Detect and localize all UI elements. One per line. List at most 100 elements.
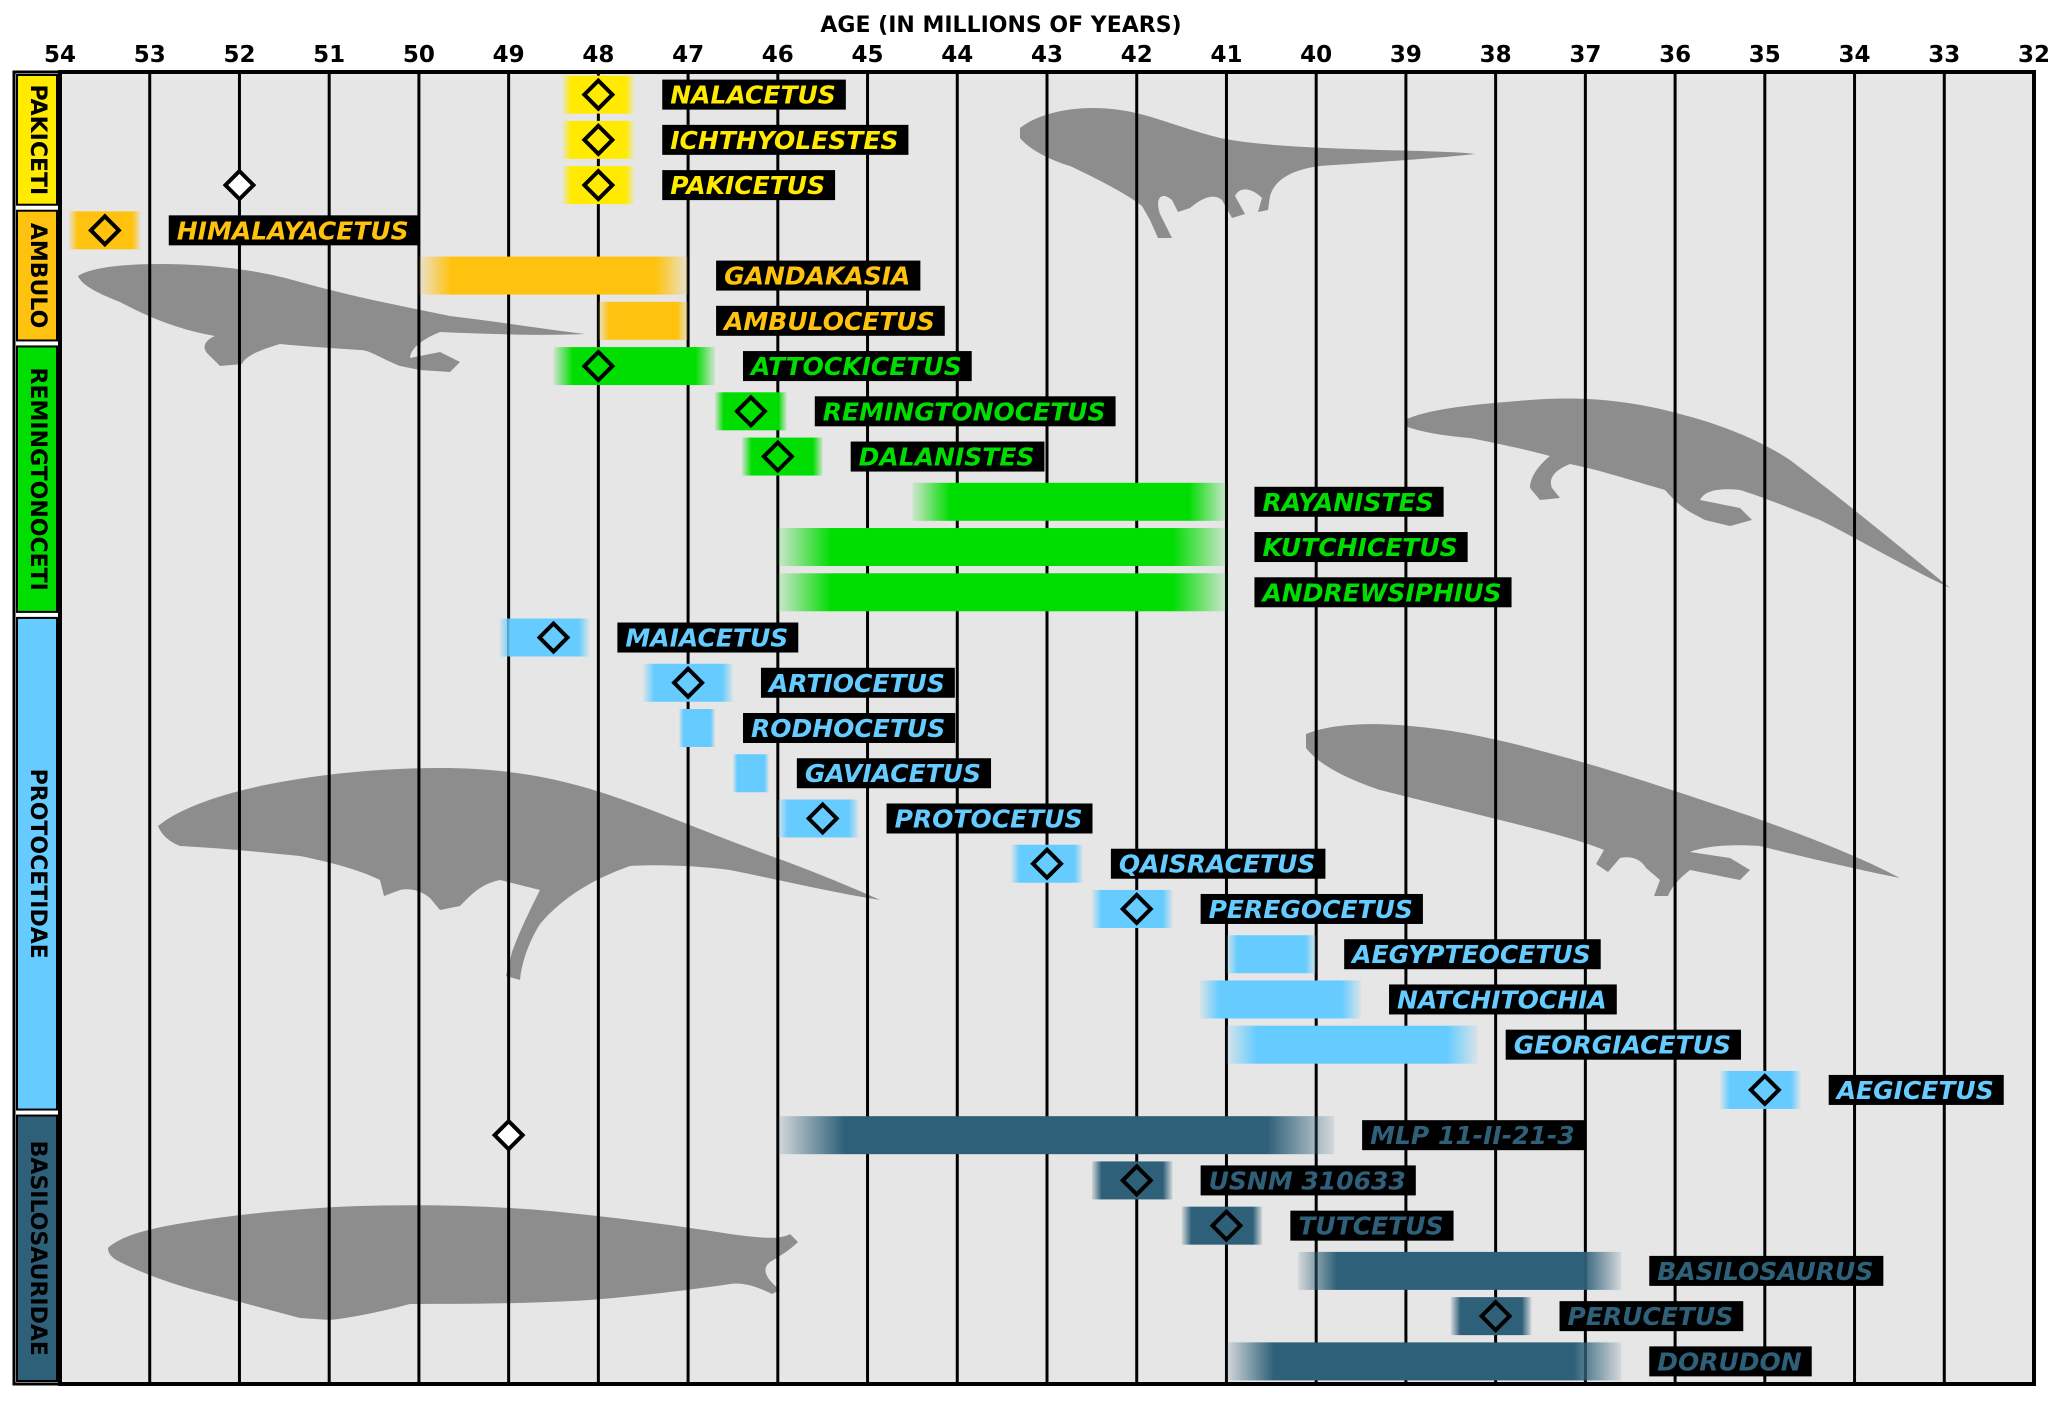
occurrence-diamond (581, 123, 616, 157)
pakicetus-silhouette (1020, 108, 1475, 238)
x-axis-title: AGE (IN MILLIONS OF YEARS) (820, 13, 1181, 38)
taxon-label: ANDREWSIPHIUS (1260, 578, 1501, 607)
taxon-label: ATTOCKICETUS (749, 352, 962, 381)
taxon-label: ARTIOCETUS (767, 669, 945, 698)
taxon-label-bg (760, 667, 955, 698)
occurrence-diamond (581, 77, 616, 112)
occurrence-diamond (1119, 892, 1154, 926)
range-bar (777, 1116, 1335, 1155)
group-bar-pakiceti (16, 74, 58, 206)
group-label: PROTOCETIDAE (25, 769, 50, 959)
taxon-label-bg (1362, 1120, 1585, 1151)
x-tick-label: 51 (313, 42, 345, 68)
taxon-label-bg (716, 305, 945, 336)
taxon-label: RAYANISTES (1262, 488, 1433, 517)
group-label: AMBULO (25, 223, 50, 329)
group-bars: PAKICETI AMBULO REMINGTONOCETI PROTOCETIDAE… (16, 74, 58, 1383)
taxon-label-bg (743, 713, 956, 743)
x-tick-label: 49 (493, 42, 525, 68)
x-tick-label: 36 (1659, 42, 1691, 68)
occurrence-diamond (1030, 846, 1064, 881)
occurrence-diamond (760, 439, 795, 474)
protocetid-silhouette-left (158, 768, 880, 980)
group-label: PAKICETI (25, 84, 50, 195)
protocetid-silhouette-right (1306, 724, 1900, 896)
x-tick-label: 35 (1749, 42, 1781, 68)
group-label: REMINGTONOCETI (25, 368, 50, 591)
taxon-label: MLP 11-II-21-3 (1370, 1121, 1575, 1150)
occurrence-diamond (1478, 1299, 1513, 1333)
x-tick-label: 39 (1390, 42, 1422, 68)
taxon-label-bg (1559, 1301, 1744, 1332)
range-bar (732, 754, 769, 793)
x-tick-label: 34 (1839, 42, 1871, 68)
occurrence-diamond (581, 168, 616, 202)
taxon-label: AMBULOCETUS (722, 307, 935, 336)
taxon-label: NATCHITOCHIA (1397, 985, 1607, 1014)
x-tick-label: 37 (1569, 42, 1601, 68)
x-axis-ticks: 54 53 52 51 50 49 48 47 46 45 44 43 42 41 40 39 38 37 36 35… (44, 42, 2050, 68)
taxon-label-bg (1200, 1165, 1416, 1196)
taxon-label: QAISRACETUS (1119, 850, 1316, 879)
occurrence-diamond (734, 394, 768, 429)
ambulocetus-silhouette (78, 264, 585, 372)
occurrence-diamond (805, 801, 840, 836)
taxon-label: REMINGTONOCETUS (823, 397, 1106, 426)
occurrence-diamond (581, 349, 616, 383)
taxon-label: PERUCETUS (1568, 1302, 1734, 1331)
taxon-label: HIMALAYACETUS (177, 216, 409, 245)
x-tick-label: 33 (1928, 42, 1960, 68)
x-tick-label: 32 (2018, 42, 2050, 68)
taxon-label: PEREGOCETUS (1209, 895, 1413, 924)
x-tick-label: 50 (403, 42, 435, 68)
taxon-label: MAIACETUS (625, 624, 788, 653)
group-bar-ambulo (16, 209, 58, 342)
x-tick-label: 44 (941, 42, 973, 68)
taxon-label: GEORGIACETUS (1514, 1031, 1731, 1060)
x-tick-label: 46 (762, 42, 794, 68)
taxon-label: GAVIACETUS (805, 759, 981, 788)
x-tick-label: 47 (672, 42, 704, 68)
occurrence-diamond (1747, 1073, 1782, 1107)
taxon-label: AEGYPTEOCETUS (1350, 940, 1591, 969)
taxon-label-bg (662, 79, 846, 110)
taxon-label-bg (1254, 486, 1444, 517)
x-tick-label: 54 (44, 42, 76, 68)
taxon-label: KUTCHICETUS (1262, 533, 1457, 562)
occurrence-diamond (1119, 1163, 1154, 1198)
x-tick-label: 52 (223, 42, 255, 68)
x-tick-label: 45 (852, 42, 884, 68)
taxon-label: DORUDON (1657, 1347, 1802, 1376)
range-bar (1226, 1342, 1622, 1381)
x-tick-label: 42 (1121, 42, 1153, 68)
taxon-label-bg (716, 260, 921, 291)
x-tick-label: 53 (134, 42, 166, 68)
taxon-label-bg (662, 124, 909, 155)
taxon-label-bg (1649, 1255, 1884, 1286)
range-bar (1199, 980, 1362, 1019)
taxon-label-bg (886, 803, 1093, 834)
taxon-label-bg (1254, 532, 1468, 563)
taxon-label-bg (743, 351, 972, 382)
taxon-label: PROTOCETUS (895, 804, 1083, 833)
taxon-label: BASILOSAURUS (1657, 1257, 1873, 1286)
taxon-label-bg (1344, 939, 1601, 970)
range-bar (1226, 935, 1317, 974)
taxon-label: GANDAKASIA (724, 262, 910, 291)
taxon-label-bg (1254, 577, 1512, 608)
group-bar-remingtonoceti (16, 345, 58, 613)
occurrence-diamond (536, 620, 571, 655)
taxon-label: TUTCETUS (1298, 1212, 1443, 1241)
range-bar (598, 301, 689, 340)
taxon-label-bg (1389, 984, 1617, 1015)
taxon-label: ICHTHYOLESTES (670, 126, 898, 155)
taxon-label: DALANISTES (859, 443, 1035, 472)
taxon-label-bg (1505, 1029, 1741, 1060)
x-tick-label: 38 (1480, 42, 1512, 68)
taxon-label-bg (1828, 1074, 2004, 1105)
x-tick-label: 40 (1300, 42, 1332, 68)
range-bar (1298, 1251, 1622, 1290)
animal-silhouettes (78, 108, 1950, 1320)
range-bar (777, 528, 1227, 567)
